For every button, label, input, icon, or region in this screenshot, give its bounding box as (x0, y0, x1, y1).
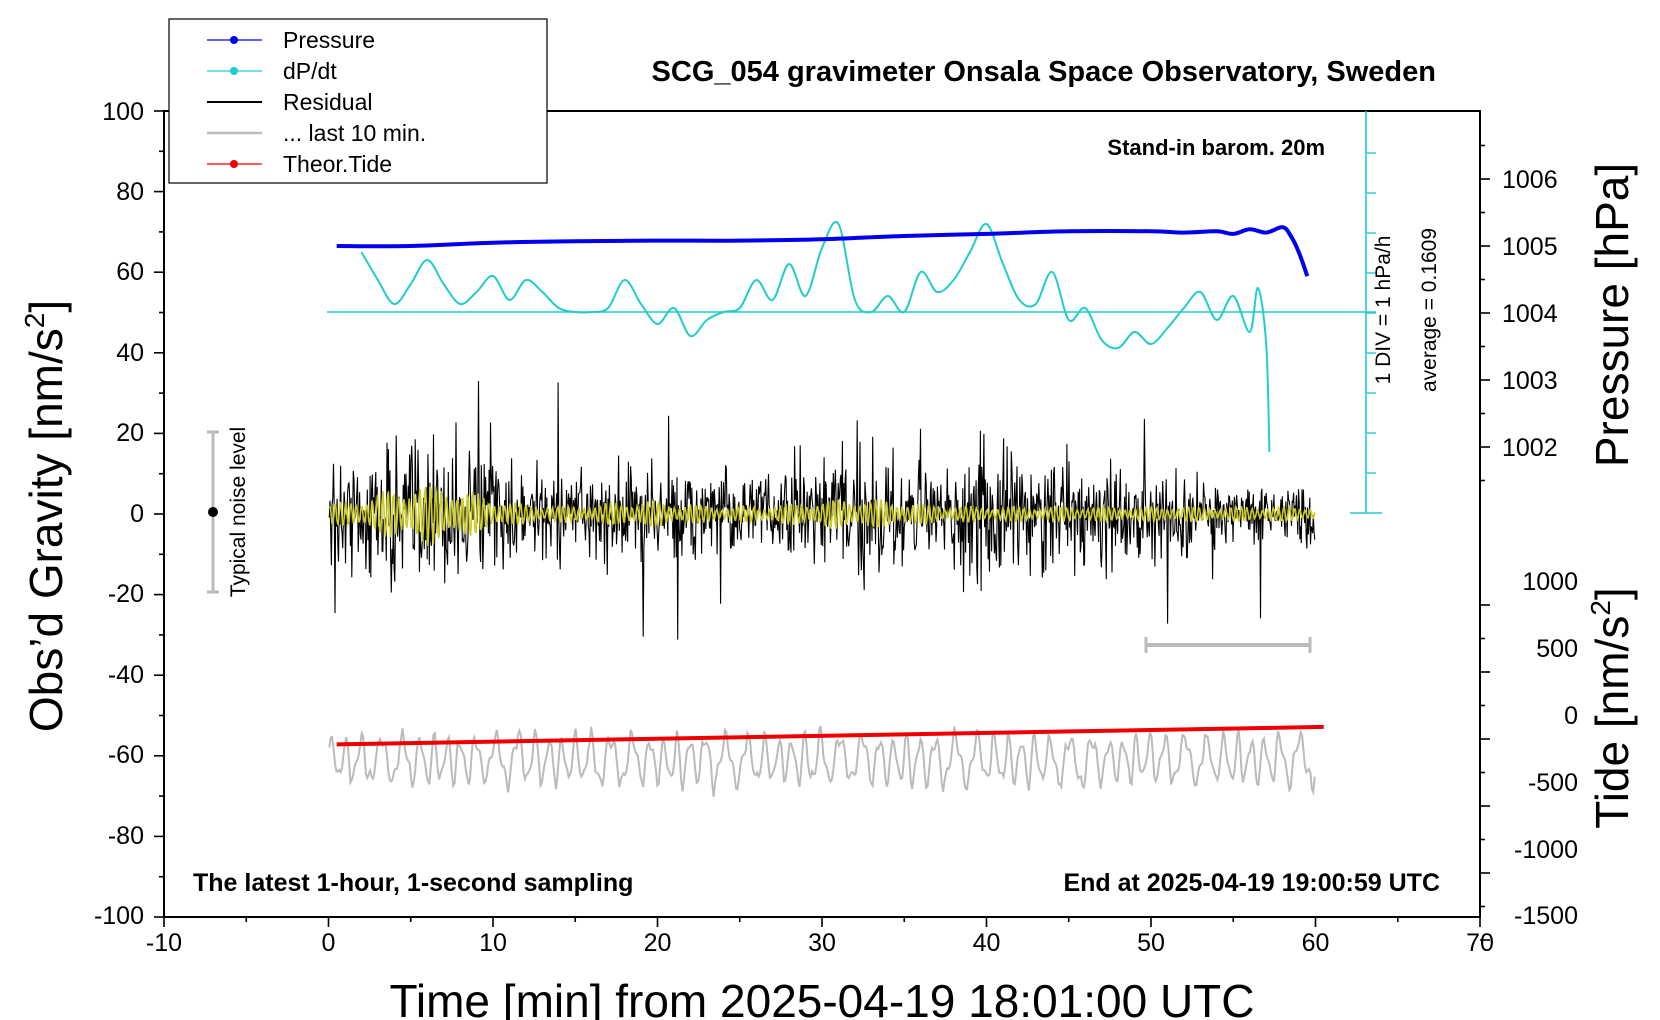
x-tick-label: 0 (322, 929, 336, 957)
tide-tick-label: 1000 (1522, 568, 1578, 596)
chart-title: SCG_054 gravimeter Onsala Space Observat… (652, 56, 1436, 88)
x-tick-label: 10 (479, 929, 507, 957)
sampling-note: The latest 1-hour, 1-second sampling (193, 869, 633, 897)
y-tick-label: -100 (94, 902, 144, 930)
x-tick-label: 40 (973, 929, 1001, 957)
y-tick-label: 60 (116, 258, 144, 286)
y-left-tick-labels: 100 80 60 40 20 0 -20 -40 -60 -80 -100 (94, 98, 144, 930)
y-tick-label: 20 (116, 419, 144, 447)
legend-item-theor-tide: Theor.Tide (207, 151, 392, 177)
legend-label-last-10-min: ... last 10 min. (283, 120, 426, 146)
tide-axis-title-main: Tide [nm/s (1586, 616, 1638, 829)
tide-tick-label: -1000 (1514, 836, 1578, 864)
pressure-tick-labels: 1006 1005 1004 1003 1002 (1502, 166, 1558, 462)
x-axis-title: Time [min] from 2025-04-19 18:01:00 UTC (390, 975, 1255, 1020)
x-tick-label: 60 (1302, 929, 1330, 957)
dpdt-average-note: average = 0.1609 (1418, 228, 1441, 392)
tide-tick-labels: 1000 500 0 -500 -1000 -1500 (1514, 568, 1578, 930)
y-left-axis-title-tail: ] (20, 300, 72, 313)
end-time-note: End at 2025-04-19 19:00:59 UTC (1063, 869, 1440, 897)
tide-tick-label: 0 (1564, 702, 1578, 730)
series-filtered-residual (329, 486, 1316, 547)
legend-label-residual: Residual (283, 89, 373, 115)
pressure-tick-label: 1006 (1502, 166, 1558, 194)
noise-level-indicator (207, 430, 219, 594)
series-dpdt (360, 221, 1271, 453)
x-tick-label: 20 (644, 929, 672, 957)
tide-tick-label: -1500 (1514, 902, 1578, 930)
legend-item-pressure: Pressure (207, 27, 375, 53)
y-tick-label: -20 (108, 580, 144, 608)
pressure-axis-title: Pressure [hPa] (1586, 163, 1638, 467)
y-left-axis-title: Obs’d Gravity [nm/s2] (19, 300, 72, 732)
y-tick-label: 80 (116, 178, 144, 206)
y-tick-label: -60 (108, 741, 144, 769)
x-tick-label: 50 (1137, 929, 1165, 957)
y-left-axis-title-main: Obs’d Gravity [nm/s (20, 328, 72, 732)
legend-item-residual: Residual (207, 89, 373, 115)
tide-axis-title-tail: ] (1586, 587, 1638, 600)
last-10-min-bar (1144, 637, 1312, 653)
tide-axis-title-sup: 2 (1585, 600, 1616, 616)
y-tick-label: -40 (108, 661, 144, 689)
legend-label-dpdt: dP/dt (283, 58, 337, 84)
x-tick-labels: -10 0 10 20 30 40 50 60 70 (146, 929, 1494, 957)
series-layer (327, 221, 1376, 797)
legend-label-pressure: Pressure (283, 27, 375, 53)
legend: Pressure dP/dt Residual ... last 10 min.… (168, 18, 548, 184)
dpdt-scale-axis (1350, 111, 1382, 514)
pressure-tick-label: 1005 (1502, 233, 1558, 261)
legend-item-last-10-min: ... last 10 min. (207, 120, 426, 146)
x-tick-label: 70 (1466, 929, 1494, 957)
tide-tick-label: 500 (1536, 635, 1578, 663)
pressure-tick-label: 1004 (1502, 300, 1558, 328)
series-theor-tide (336, 724, 1324, 747)
series-last-10-min (328, 725, 1316, 797)
x-tick-label: 30 (808, 929, 836, 957)
y-tick-label: 40 (116, 339, 144, 367)
pressure-tick-label: 1003 (1502, 367, 1558, 395)
pressure-tick-label: 1002 (1502, 434, 1558, 462)
axis-ticks (154, 110, 1490, 941)
y-tick-label: -80 (108, 822, 144, 850)
dpdt-scale-note: 1 DIV = 1 hPa/h (1372, 236, 1395, 385)
series-residual (328, 380, 1316, 640)
y-tick-label: 100 (102, 98, 144, 126)
legend-item-dpdt: dP/dt (207, 58, 337, 84)
y-tick-label: 0 (130, 500, 144, 528)
barometer-note: Stand-in barom. 20m (1107, 135, 1325, 160)
legend-label-theor-tide: Theor.Tide (283, 151, 392, 177)
tide-axis-title: Tide [nm/s2] (1585, 587, 1638, 828)
noise-level-label: Typical noise level (227, 427, 250, 597)
tide-tick-label: -500 (1528, 769, 1578, 797)
y-left-axis-title-sup: 2 (19, 313, 50, 329)
x-tick-label: -10 (146, 929, 182, 957)
series-pressure (336, 225, 1310, 277)
